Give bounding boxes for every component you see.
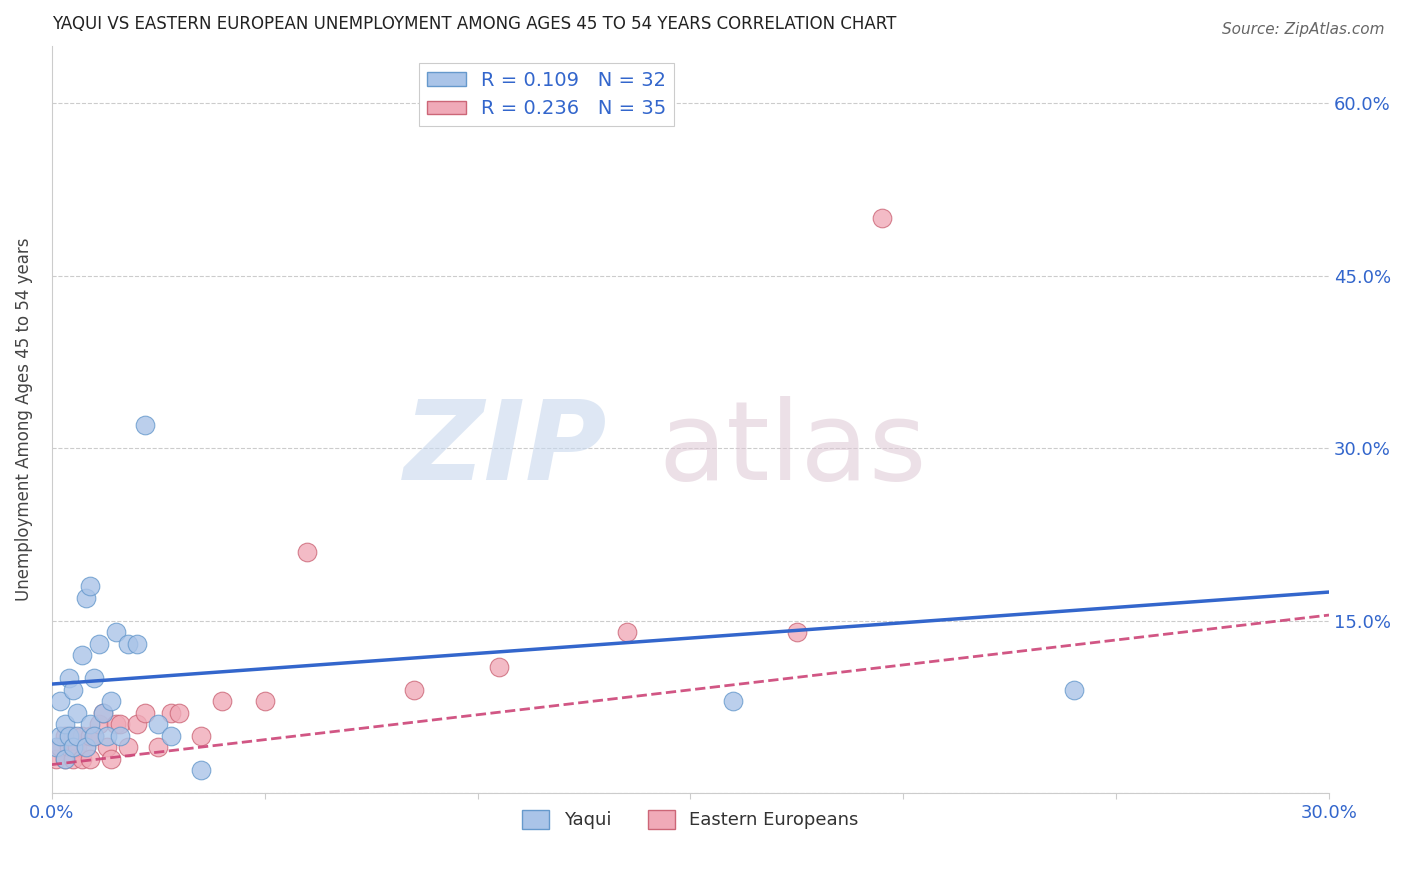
Point [108,729,131,743]
Point [49,740,72,755]
Point [160,729,183,743]
Text: atlas: atlas [658,396,927,503]
Point [87,637,110,651]
Point [62,740,84,755]
Point [75,740,97,755]
Point [58,740,80,755]
Point [117,740,139,755]
Point [53,717,76,731]
Point [104,625,127,640]
Point [49,694,72,708]
Point [83,729,105,743]
Point [190,729,212,743]
Point [91,706,114,720]
Point [62,752,84,766]
Point [117,637,139,651]
Point [83,671,105,685]
Point [53,752,76,766]
Point [45,740,67,755]
Point [79,729,101,743]
Point [96,729,118,743]
Point [148,740,170,755]
Point [100,752,122,766]
Point [70,729,93,743]
Point [70,648,93,663]
Point [870,211,893,226]
Legend: Yaqui, Eastern Europeans: Yaqui, Eastern Europeans [515,803,866,837]
Point [211,694,233,708]
Point [96,740,118,755]
Y-axis label: Unemployment Among Ages 45 to 54 years: Unemployment Among Ages 45 to 54 years [15,238,32,601]
Point [1063,682,1085,697]
Point [83,729,105,743]
Point [148,717,170,731]
Point [190,764,212,778]
Point [104,717,127,731]
Point [253,694,276,708]
Point [108,717,131,731]
Point [134,706,156,720]
Point [75,740,97,755]
Point [79,752,101,766]
Point [79,579,101,593]
Point [62,729,84,743]
Text: YAQUI VS EASTERN EUROPEAN UNEMPLOYMENT AMONG AGES 45 TO 54 YEARS CORRELATION CHA: YAQUI VS EASTERN EUROPEAN UNEMPLOYMENT A… [52,15,896,33]
Point [66,740,89,755]
Point [58,729,80,743]
Point [79,717,101,731]
Point [62,682,84,697]
Point [402,682,425,697]
Point [169,706,191,720]
Point [75,591,97,605]
Point [100,694,122,708]
Point [66,729,89,743]
Point [721,694,744,708]
Point [70,752,93,766]
Text: Source: ZipAtlas.com: Source: ZipAtlas.com [1222,22,1385,37]
Point [125,637,148,651]
Point [295,545,318,559]
Point [53,752,76,766]
Point [49,729,72,743]
Point [58,671,80,685]
Point [87,717,110,731]
Point [160,706,183,720]
Point [53,729,76,743]
Point [125,717,148,731]
Point [45,752,67,766]
Text: ZIP: ZIP [404,396,607,503]
Point [91,706,114,720]
Point [616,625,638,640]
Point [66,706,89,720]
Point [488,660,510,674]
Point [134,418,156,433]
Point [786,625,808,640]
